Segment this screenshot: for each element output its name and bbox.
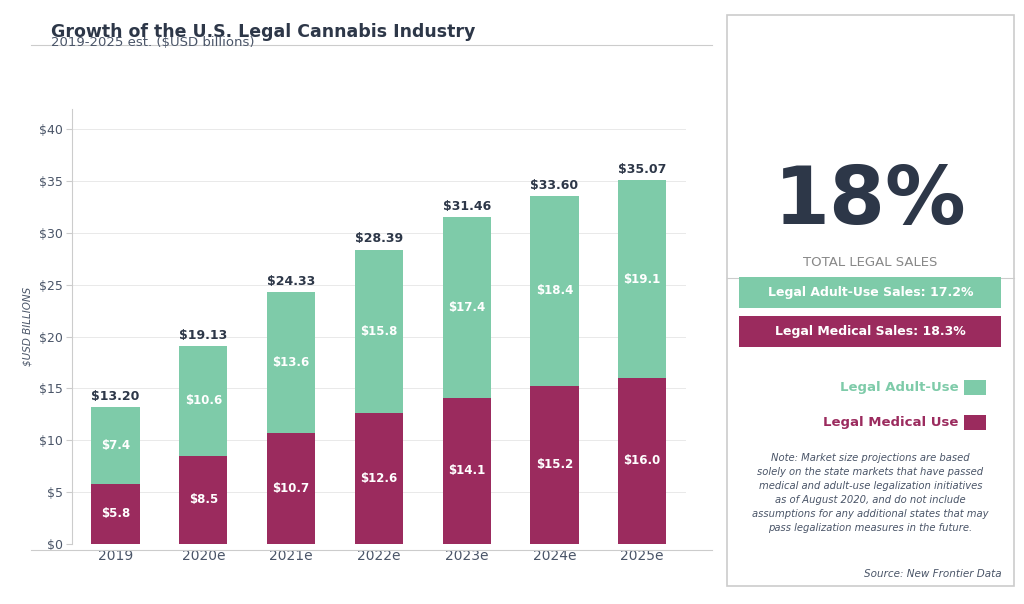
Bar bbox=[91, 484, 139, 544]
Text: $35.07: $35.07 bbox=[618, 163, 667, 176]
Text: 2019-2025 est. ($USD billions): 2019-2025 est. ($USD billions) bbox=[51, 36, 255, 50]
Text: $15.2: $15.2 bbox=[536, 458, 573, 471]
Y-axis label: $USD BILLIONS: $USD BILLIONS bbox=[23, 286, 33, 366]
Text: $13.20: $13.20 bbox=[91, 390, 139, 403]
Bar bbox=[267, 433, 315, 544]
Text: 18%: 18% bbox=[774, 163, 967, 242]
Text: $16.0: $16.0 bbox=[624, 454, 660, 467]
Text: 2019-2025: 2019-2025 bbox=[833, 54, 908, 68]
Text: Growth of the U.S. Legal Cannabis Industry: Growth of the U.S. Legal Cannabis Indust… bbox=[51, 23, 475, 41]
Text: $19.1: $19.1 bbox=[624, 272, 660, 286]
Bar bbox=[530, 196, 579, 386]
Text: $14.1: $14.1 bbox=[449, 464, 485, 477]
Bar bbox=[179, 346, 227, 455]
Bar bbox=[354, 413, 403, 544]
Polygon shape bbox=[727, 16, 1014, 136]
Text: Note: Market size projections are based
solely on the state markets that have pa: Note: Market size projections are based … bbox=[753, 453, 988, 533]
Bar bbox=[530, 386, 579, 544]
Text: $13.6: $13.6 bbox=[272, 356, 309, 369]
Text: $10.7: $10.7 bbox=[272, 482, 309, 495]
Text: GROWTH RATES (CAGR): GROWTH RATES (CAGR) bbox=[796, 86, 945, 99]
Text: $33.60: $33.60 bbox=[530, 179, 579, 191]
Text: Source: New Frontier Data: Source: New Frontier Data bbox=[864, 568, 1001, 579]
Text: $19.13: $19.13 bbox=[179, 329, 227, 342]
Bar bbox=[91, 407, 139, 484]
Text: $31.46: $31.46 bbox=[442, 201, 490, 213]
Text: $7.4: $7.4 bbox=[101, 439, 130, 452]
Bar bbox=[618, 180, 667, 378]
Text: $15.8: $15.8 bbox=[360, 325, 397, 338]
Bar bbox=[267, 292, 315, 433]
Text: Legal Medical Use: Legal Medical Use bbox=[823, 416, 958, 429]
Text: $24.33: $24.33 bbox=[267, 275, 315, 288]
Text: $17.4: $17.4 bbox=[449, 301, 485, 314]
Text: $12.6: $12.6 bbox=[360, 472, 397, 485]
Text: Legal Medical Sales: 18.3%: Legal Medical Sales: 18.3% bbox=[775, 325, 966, 338]
Text: $18.4: $18.4 bbox=[536, 284, 573, 297]
Text: TOTAL LEGAL SALES: TOTAL LEGAL SALES bbox=[803, 256, 938, 269]
Bar bbox=[442, 397, 490, 544]
Bar bbox=[179, 455, 227, 544]
Bar bbox=[354, 249, 403, 413]
Bar bbox=[442, 217, 490, 397]
Text: Legal Adult-Use: Legal Adult-Use bbox=[840, 381, 958, 394]
Text: $8.5: $8.5 bbox=[188, 493, 218, 506]
Text: $10.6: $10.6 bbox=[184, 394, 222, 407]
Text: Legal Adult-Use Sales: 17.2%: Legal Adult-Use Sales: 17.2% bbox=[768, 286, 973, 299]
Text: $28.39: $28.39 bbox=[355, 233, 402, 245]
Text: $5.8: $5.8 bbox=[101, 507, 130, 520]
Bar bbox=[618, 378, 667, 544]
